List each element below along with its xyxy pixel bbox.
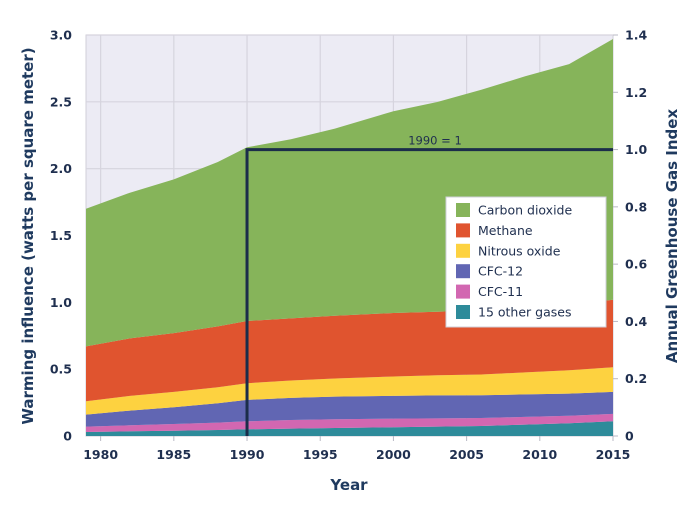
y-tick-label: 2.5 (50, 94, 72, 109)
x-tick-label: 1980 (83, 447, 118, 462)
annotation-1990-equals-1: 1990 = 1 (408, 134, 462, 148)
legend-label: CFC-11 (478, 284, 523, 299)
reference-line (245, 148, 613, 436)
y2-tick-label: 0 (625, 429, 634, 444)
legend-label: 15 other gases (478, 305, 571, 320)
x-tick-label: 1995 (303, 447, 338, 462)
y2-tick-label: 0.6 (625, 257, 647, 272)
legend-swatch (456, 305, 470, 319)
x-tick-label: 1990 (230, 447, 265, 462)
legend: Carbon dioxide Methane Nitrous oxide CFC-12… (445, 196, 607, 328)
x-tick-label: 2005 (449, 447, 484, 462)
y-tick-label: 0.5 (50, 362, 72, 377)
legend-swatch (456, 203, 470, 217)
y2-tick-label: 0.4 (625, 314, 647, 329)
area-cfc-12 (86, 391, 613, 427)
legend-box (445, 196, 607, 328)
legend-label: Carbon dioxide (478, 203, 572, 218)
y-tick-label: 1.5 (50, 228, 72, 243)
area-nitrous-oxide (86, 367, 613, 415)
y-tick-label: 0 (63, 429, 72, 444)
y2-axis-title: Annual Greenhouse Gas Index (663, 109, 681, 364)
y2-tick-label: 0.8 (625, 199, 647, 214)
y-axis-ticks: 0 0.5 1.0 1.5 2.0 2.5 3.0 (50, 28, 72, 444)
y-axis-title: Warming influence (watts per square mete… (19, 47, 37, 424)
y-tick-label: 3.0 (50, 28, 72, 43)
x-axis-ticks: 1980 1985 1990 1995 2000 2005 2010 2015 (83, 436, 630, 462)
x-tick-label: 2000 (376, 447, 411, 462)
legend-swatch (456, 243, 470, 258)
area-cfc-11 (86, 413, 613, 432)
area-15-other-gases (86, 421, 613, 436)
y2-tick-label: 1.0 (625, 142, 647, 157)
y2-tick-label: 0.2 (625, 371, 647, 386)
legend-swatch (456, 223, 470, 238)
x-tick-label: 2010 (522, 447, 557, 462)
legend-swatch (456, 264, 470, 279)
x-tick-label: 2015 (596, 447, 631, 462)
reference-line-1990 (245, 148, 613, 436)
x-tick-label: 1985 (156, 447, 191, 462)
legend-label: Nitrous oxide (478, 243, 561, 258)
legend-swatch (456, 284, 470, 299)
y2-tick-label: 1.2 (625, 85, 647, 100)
y2-axis-ticks: 0 0.2 0.4 0.6 0.8 1.0 1.2 1.4 (613, 28, 647, 444)
y-tick-label: 1.0 (50, 295, 72, 310)
legend-label: CFC-12 (478, 264, 523, 279)
x-axis-title: Year (329, 476, 368, 494)
y-tick-label: 2.0 (50, 161, 72, 176)
legend-label: Methane (478, 223, 533, 238)
y2-tick-label: 1.4 (625, 28, 647, 43)
